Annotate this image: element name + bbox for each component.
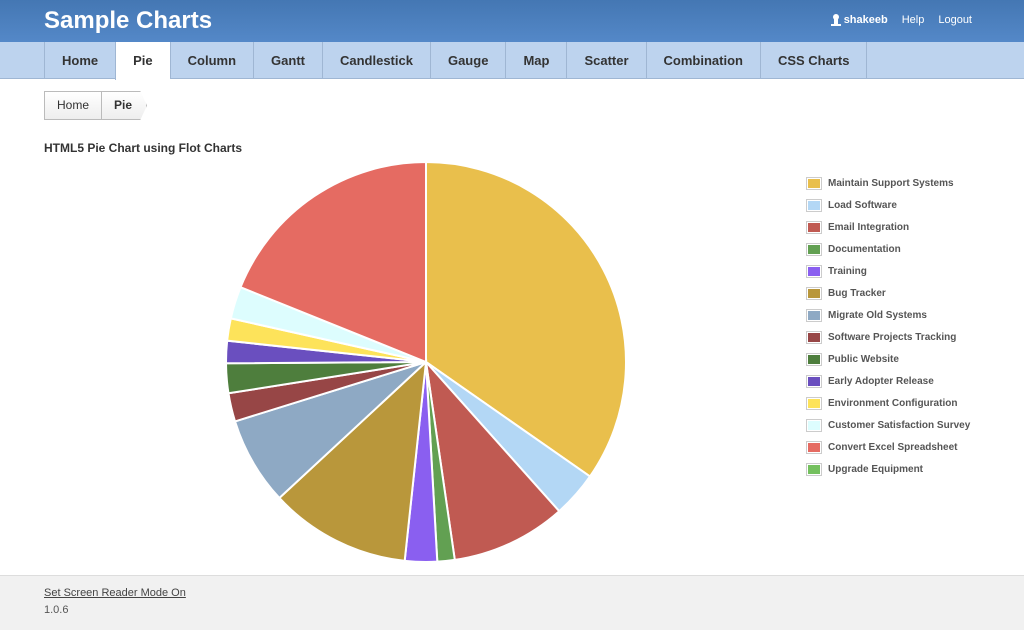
user-link[interactable]: shakeeb — [830, 14, 888, 26]
legend-swatch — [806, 330, 822, 344]
legend-swatch — [806, 220, 822, 234]
nav-css-charts[interactable]: CSS Charts — [759, 42, 868, 78]
brand-title[interactable]: Sample Charts — [44, 7, 213, 34]
nav-home[interactable]: Home — [44, 42, 115, 78]
legend-item: Public Website — [806, 348, 970, 370]
nav-scatter[interactable]: Scatter — [566, 42, 645, 78]
legend-swatch — [806, 242, 822, 256]
breadcrumb-pie: Pie — [102, 91, 148, 120]
legend-label: Public Website — [828, 353, 899, 365]
nav-column[interactable]: Column — [169, 42, 253, 78]
legend-label: Bug Tracker — [828, 287, 886, 299]
legend-item: Training — [806, 260, 970, 282]
nav-gauge[interactable]: Gauge — [429, 42, 505, 78]
legend-item: Email Integration — [806, 216, 970, 238]
nav-map[interactable]: Map — [505, 42, 566, 78]
header: Sample Charts shakeeb Help Logout — [0, 0, 1024, 42]
nav-pie[interactable]: Pie — [115, 42, 170, 80]
legend-item: Customer Satisfaction Survey — [806, 414, 970, 436]
username: shakeeb — [843, 14, 888, 26]
screen-reader-link[interactable]: Set Screen Reader Mode On — [44, 587, 186, 599]
legend-item: Load Software — [806, 194, 970, 216]
user-icon — [830, 14, 841, 26]
nav-gantt[interactable]: Gantt — [253, 42, 322, 78]
legend-swatch — [806, 176, 822, 190]
legend-label: Customer Satisfaction Survey — [828, 419, 971, 431]
user-bar: shakeeb Help Logout — [830, 14, 972, 26]
legend-label: Early Adopter Release — [828, 375, 934, 387]
pie-slice-convert-excel-spreadsheet[interactable] — [239, 160, 427, 364]
legend-item: Upgrade Equipment — [806, 458, 970, 480]
legend-label: Load Software — [828, 199, 897, 211]
legend-label: Convert Excel Spreadsheet — [828, 441, 958, 453]
main-nav: Home Pie Column Gantt Candlestick Gauge … — [0, 42, 1024, 80]
legend-item: Documentation — [806, 238, 970, 260]
pie-chart — [224, 160, 627, 563]
legend-swatch — [806, 440, 822, 454]
legend-swatch — [806, 374, 822, 388]
nav-candlestick[interactable]: Candlestick — [321, 42, 430, 78]
legend-item: Convert Excel Spreadsheet — [806, 436, 970, 458]
legend-swatch — [806, 198, 822, 212]
pie-slice-maintain-support-systems[interactable] — [425, 160, 627, 478]
legend-item: Bug Tracker — [806, 282, 970, 304]
legend-swatch — [806, 352, 822, 366]
legend-label: Training — [828, 265, 867, 277]
chart-legend: Maintain Support Systems Load Software Ema… — [806, 172, 970, 480]
legend-label: Email Integration — [828, 221, 910, 233]
legend-label: Environment Configuration — [828, 397, 958, 409]
legend-label: Software Projects Tracking — [828, 331, 957, 343]
legend-swatch — [806, 462, 822, 476]
legend-item: Migrate Old Systems — [806, 304, 970, 326]
legend-item: Software Projects Tracking — [806, 326, 970, 348]
nav-combination[interactable]: Combination — [645, 42, 760, 78]
legend-swatch — [806, 286, 822, 300]
help-link[interactable]: Help — [901, 14, 925, 26]
legend-label: Documentation — [828, 243, 901, 255]
legend-swatch — [806, 308, 822, 322]
footer: Set Screen Reader Mode On 1.0.6 — [0, 575, 1024, 630]
pie-slice-bug-tracker[interactable] — [277, 359, 428, 562]
legend-item: Early Adopter Release — [806, 370, 970, 392]
legend-item: Environment Configuration — [806, 392, 970, 414]
breadcrumb-home[interactable]: Home — [44, 91, 103, 120]
legend-swatch — [806, 264, 822, 278]
logout-link[interactable]: Logout — [938, 14, 972, 26]
legend-item: Maintain Support Systems — [806, 172, 970, 194]
legend-swatch — [806, 418, 822, 432]
legend-swatch — [806, 396, 822, 410]
version-label: 1.0.6 — [44, 604, 69, 616]
legend-label: Upgrade Equipment — [828, 463, 924, 475]
legend-label: Maintain Support Systems — [828, 177, 954, 189]
pie-slice-email-integration[interactable] — [424, 358, 561, 562]
legend-label: Migrate Old Systems — [828, 309, 927, 321]
chart-title: HTML5 Pie Chart using Flot Charts — [44, 141, 243, 155]
breadcrumb: Home Pie — [44, 91, 148, 120]
